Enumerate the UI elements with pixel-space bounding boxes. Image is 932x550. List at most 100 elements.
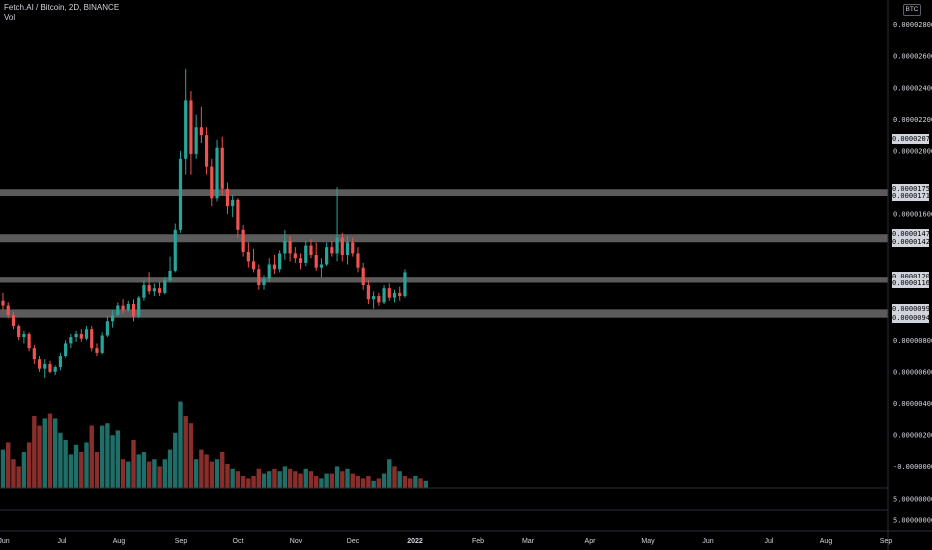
price-tick-label: -0.00000000 bbox=[893, 463, 932, 471]
volume-bar bbox=[387, 459, 392, 488]
time-tick-label: Sep bbox=[175, 538, 188, 545]
volume-bar bbox=[21, 452, 27, 488]
volume-bar bbox=[94, 452, 100, 488]
candle-body bbox=[152, 288, 156, 292]
time-tick-label: Dec bbox=[347, 538, 360, 545]
currency-button[interactable]: BTC bbox=[903, 4, 921, 16]
price-tag: 0.00001421 bbox=[892, 237, 932, 248]
candle-body bbox=[330, 247, 334, 254]
volume-bar bbox=[89, 425, 94, 488]
candle-body bbox=[168, 270, 172, 281]
volume-bar bbox=[37, 425, 42, 488]
volume-bar bbox=[73, 444, 79, 488]
price-tag: 0.00001166 bbox=[892, 277, 932, 288]
volume-bar bbox=[407, 478, 413, 488]
time-tick-label: 2022 bbox=[407, 538, 423, 545]
candle-body bbox=[184, 100, 188, 159]
candle-body bbox=[309, 245, 313, 256]
volume-bar bbox=[99, 425, 105, 488]
volume-bar bbox=[376, 478, 382, 488]
volume-bar bbox=[371, 480, 376, 488]
candle-body bbox=[194, 127, 198, 155]
time-tick-label: Mar bbox=[522, 538, 535, 545]
candle-body bbox=[288, 240, 292, 254]
candle-body bbox=[142, 285, 146, 298]
candle-body bbox=[398, 292, 402, 297]
candle-body bbox=[262, 278, 266, 286]
price-tag: 0.00001714 bbox=[892, 191, 932, 202]
volume-bar bbox=[42, 418, 47, 488]
candle-body bbox=[69, 337, 73, 344]
price-tick-label: 0.00002000 bbox=[893, 147, 932, 155]
volume-bar bbox=[324, 473, 329, 488]
zone-3 bbox=[0, 277, 888, 283]
candle-body bbox=[204, 135, 209, 167]
candle-body bbox=[100, 335, 104, 353]
volume-bar bbox=[183, 416, 188, 488]
volume-bar bbox=[136, 454, 141, 488]
time-axis[interactable]: Jun Jul Aug Sep Oct Nov Dec 2022 Feb Mar Apr May Jun… bbox=[0, 538, 892, 545]
candle-body bbox=[189, 100, 193, 155]
price-axis[interactable]: 0.00002800 0.00002600 0.00002400 0.00002200… bbox=[893, 21, 932, 524]
volume-bar bbox=[126, 461, 131, 488]
time-tick-label: Jun bbox=[702, 538, 713, 545]
zone-2 bbox=[0, 234, 888, 243]
candle-body bbox=[131, 303, 136, 317]
candle-body bbox=[137, 297, 141, 317]
volume-bar bbox=[397, 471, 402, 488]
candle-body bbox=[225, 188, 230, 207]
candle-body bbox=[64, 343, 68, 357]
candle-body bbox=[121, 305, 125, 311]
volume-bar bbox=[235, 471, 241, 488]
volume-bar bbox=[392, 466, 397, 488]
volume-bar bbox=[220, 452, 225, 488]
price-tick-label: 0.00000200 bbox=[893, 431, 932, 439]
volume-bar bbox=[131, 440, 136, 488]
volume-bar bbox=[293, 471, 298, 488]
volume-bar bbox=[178, 401, 183, 488]
price-tick-label: 0.00001600 bbox=[893, 211, 932, 219]
volume-bar bbox=[418, 478, 423, 488]
symbol-title[interactable]: Fetch.AI / Bitcoin, 2D, BINANCE bbox=[4, 3, 120, 12]
volume-bar bbox=[319, 478, 324, 488]
volume-bar bbox=[16, 466, 21, 488]
volume-label[interactable]: Vol bbox=[4, 13, 16, 22]
volume-bar bbox=[366, 476, 371, 488]
candle-body bbox=[27, 333, 31, 349]
candle-body bbox=[147, 285, 151, 292]
volume-bar bbox=[167, 449, 173, 488]
volume-bar bbox=[402, 476, 408, 488]
volume-bar bbox=[334, 466, 340, 488]
volume-bar bbox=[214, 459, 220, 488]
volume-bar bbox=[308, 471, 314, 488]
volume-bar bbox=[303, 468, 308, 488]
candle-body bbox=[335, 237, 339, 254]
candle-body bbox=[392, 292, 397, 298]
candle-body bbox=[210, 166, 214, 199]
candle-body bbox=[178, 158, 183, 230]
price-tag: 0.00000996 bbox=[892, 304, 932, 315]
candle-body bbox=[319, 264, 324, 268]
candle-body bbox=[251, 261, 256, 270]
candle-body bbox=[220, 147, 224, 189]
volume-bar bbox=[381, 473, 387, 488]
price-tick-label: 0.00002800 bbox=[893, 21, 932, 29]
time-tick-label: Jun bbox=[0, 538, 10, 545]
volume-bar bbox=[277, 471, 282, 488]
candle-body bbox=[43, 363, 47, 369]
candle-body bbox=[11, 315, 16, 327]
candle-body bbox=[298, 258, 303, 263]
candle-body bbox=[84, 329, 89, 339]
volume-bar bbox=[146, 461, 152, 488]
time-tick-label: Apr bbox=[585, 538, 597, 545]
candle-body bbox=[403, 272, 407, 297]
time-tick-label: Aug bbox=[113, 538, 126, 545]
volume-bar bbox=[240, 476, 246, 488]
candle-body bbox=[105, 321, 109, 336]
candle-body bbox=[32, 348, 36, 360]
volume-bar bbox=[256, 468, 261, 488]
price-tag: 0.00001757 bbox=[892, 184, 932, 195]
volume-bar bbox=[6, 442, 11, 488]
candle-body bbox=[351, 242, 355, 254]
